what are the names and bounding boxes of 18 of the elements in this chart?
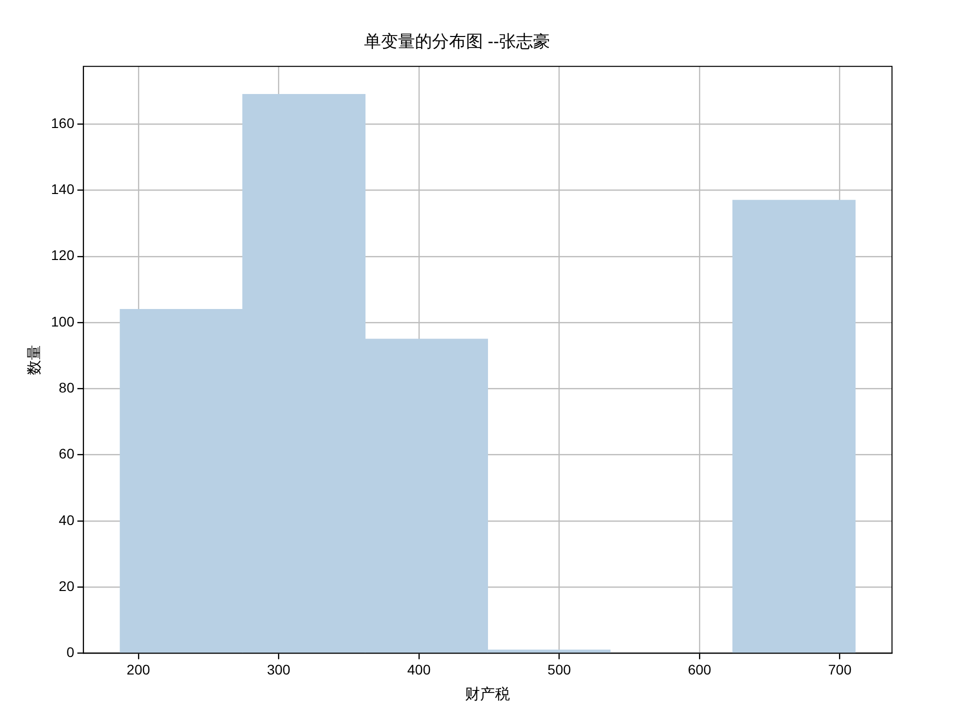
y-tick-label: 0: [66, 644, 75, 660]
y-tick-label: 100: [51, 313, 75, 330]
y-tick-label: 60: [58, 446, 75, 462]
x-axis-title: 财产税: [465, 686, 510, 704]
chart-title: 单变量的分布图 --张志豪: [364, 32, 550, 51]
y-tick-label: 140: [51, 181, 75, 198]
x-tick-label: 200: [126, 661, 150, 678]
y-tick-label: 120: [51, 247, 75, 264]
x-tick-label: 400: [407, 661, 431, 678]
y-axis-title: 数量: [26, 344, 44, 375]
x-tick-label: 300: [266, 661, 291, 678]
y-tick-label: 80: [58, 380, 75, 396]
x-tick-label: 700: [828, 661, 852, 678]
y-tick-label: 20: [58, 578, 75, 594]
y-tick-label: 40: [58, 512, 75, 528]
x-tick-label: 600: [688, 661, 712, 678]
y-tick-label: 160: [51, 114, 75, 131]
x-tick-label: 500: [548, 661, 572, 678]
